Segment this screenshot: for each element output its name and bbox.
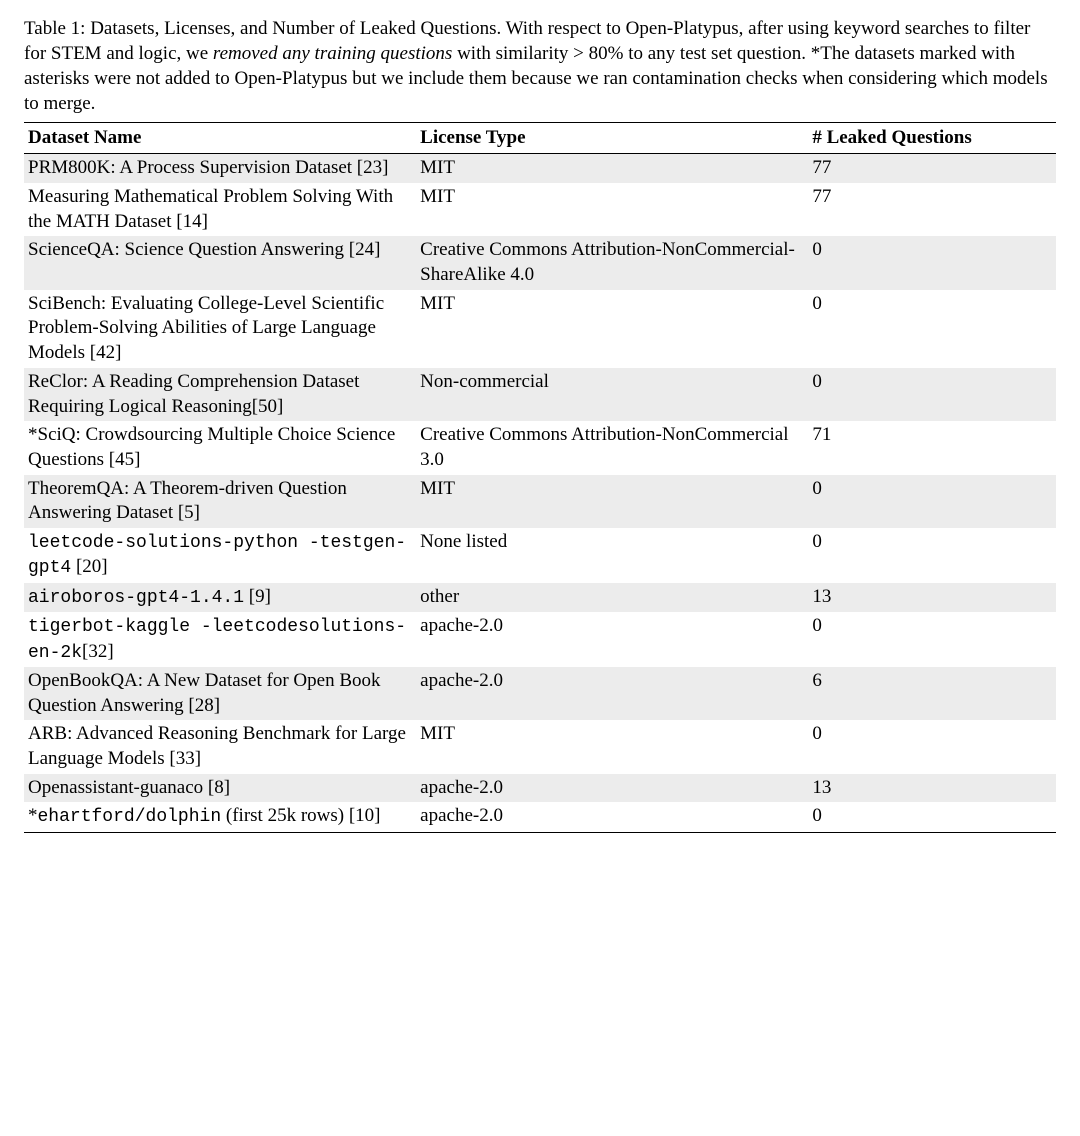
table-row: *SciQ: Crowdsourcing Multiple Choice Sci… bbox=[24, 421, 1056, 474]
col-header-leaked: # Leaked Questions bbox=[808, 123, 1056, 154]
cell-license: other bbox=[416, 583, 808, 612]
cell-license: Non-commercial bbox=[416, 368, 808, 421]
dataset-name-text: TheoremQA: A Theorem-driven Question Ans… bbox=[28, 478, 347, 524]
table-row: tigerbot-kaggle -leetcodesolutions-en-2k… bbox=[24, 612, 1056, 667]
dataset-name-text: *SciQ: Crowdsourcing Multiple Choice Sci… bbox=[28, 424, 395, 470]
col-header-license: License Type bbox=[416, 123, 808, 154]
dataset-name-text: SciBench: Evaluating College-Level Scien… bbox=[28, 293, 384, 363]
cell-leaked: 0 bbox=[808, 528, 1056, 583]
cell-dataset-name: *ehartford/dolphin (first 25k rows) [10] bbox=[24, 802, 416, 832]
table-row: Measuring Mathematical Problem Solving W… bbox=[24, 183, 1056, 236]
table-row: Openassistant-guanaco [8] apache-2.013 bbox=[24, 774, 1056, 803]
cell-dataset-name: PRM800K: A Process Supervision Dataset [… bbox=[24, 154, 416, 183]
cell-leaked: 6 bbox=[808, 667, 1056, 720]
caption-italic: removed any training questions bbox=[213, 43, 452, 64]
dataset-name-text: Openassistant-guanaco [8] bbox=[28, 777, 230, 798]
cell-license: apache-2.0 bbox=[416, 612, 808, 667]
dataset-name-text: ARB: Advanced Reasoning Benchmark for La… bbox=[28, 723, 406, 769]
cell-leaked: 0 bbox=[808, 368, 1056, 421]
cell-dataset-name: tigerbot-kaggle -leetcodesolutions-en-2k… bbox=[24, 612, 416, 667]
dataset-name-mono: ehartford/dolphin bbox=[38, 807, 222, 827]
col-header-dataset: Dataset Name bbox=[24, 123, 416, 154]
cell-license: Creative Commons Attribution-NonCommerci… bbox=[416, 421, 808, 474]
dataset-name-text: (first 25k rows) [10] bbox=[221, 805, 380, 826]
cell-leaked: 0 bbox=[808, 612, 1056, 667]
cell-leaked: 0 bbox=[808, 475, 1056, 528]
table-row: OpenBookQA: A New Dataset for Open Book … bbox=[24, 667, 1056, 720]
table-row: ReClor: A Reading Comprehension Dataset … bbox=[24, 368, 1056, 421]
cell-dataset-name: TheoremQA: A Theorem-driven Question Ans… bbox=[24, 475, 416, 528]
cell-leaked: 77 bbox=[808, 154, 1056, 183]
cell-dataset-name: SciBench: Evaluating College-Level Scien… bbox=[24, 290, 416, 368]
table-row: TheoremQA: A Theorem-driven Question Ans… bbox=[24, 475, 1056, 528]
cell-license: MIT bbox=[416, 475, 808, 528]
table-row: *ehartford/dolphin (first 25k rows) [10]… bbox=[24, 802, 1056, 832]
cell-leaked: 71 bbox=[808, 421, 1056, 474]
dataset-name-mono: airoboros-gpt4-1.4.1 bbox=[28, 588, 244, 608]
cell-license: None listed bbox=[416, 528, 808, 583]
cell-license: MIT bbox=[416, 183, 808, 236]
cell-dataset-name: Openassistant-guanaco [8] bbox=[24, 774, 416, 803]
dataset-name-text: ReClor: A Reading Comprehension Dataset … bbox=[28, 371, 359, 417]
cell-license: MIT bbox=[416, 154, 808, 183]
cell-license: apache-2.0 bbox=[416, 774, 808, 803]
dataset-name-text: [20] bbox=[71, 556, 107, 577]
table-caption: Table 1: Datasets, Licenses, and Number … bbox=[24, 16, 1056, 116]
table-row: PRM800K: A Process Supervision Dataset [… bbox=[24, 154, 1056, 183]
cell-dataset-name: airoboros-gpt4-1.4.1 [9] bbox=[24, 583, 416, 612]
cell-dataset-name: ReClor: A Reading Comprehension Dataset … bbox=[24, 368, 416, 421]
dataset-name-text: ScienceQA: Science Question Answering [2… bbox=[28, 239, 380, 260]
cell-leaked: 13 bbox=[808, 583, 1056, 612]
table-row: ScienceQA: Science Question Answering [2… bbox=[24, 236, 1056, 289]
cell-leaked: 13 bbox=[808, 774, 1056, 803]
cell-leaked: 0 bbox=[808, 802, 1056, 832]
table-row: ARB: Advanced Reasoning Benchmark for La… bbox=[24, 720, 1056, 773]
dataset-name-text: OpenBookQA: A New Dataset for Open Book … bbox=[28, 670, 381, 716]
cell-leaked: 77 bbox=[808, 183, 1056, 236]
cell-license: apache-2.0 bbox=[416, 667, 808, 720]
table-body: PRM800K: A Process Supervision Dataset [… bbox=[24, 154, 1056, 832]
cell-license: apache-2.0 bbox=[416, 802, 808, 832]
dataset-name-text: PRM800K: A Process Supervision Dataset [… bbox=[28, 157, 388, 178]
table-header-row: Dataset Name License Type # Leaked Quest… bbox=[24, 123, 1056, 154]
cell-leaked: 0 bbox=[808, 720, 1056, 773]
dataset-name-text: Measuring Mathematical Problem Solving W… bbox=[28, 186, 393, 232]
cell-dataset-name: Measuring Mathematical Problem Solving W… bbox=[24, 183, 416, 236]
cell-dataset-name: OpenBookQA: A New Dataset for Open Book … bbox=[24, 667, 416, 720]
cell-dataset-name: leetcode-solutions-python -testgen-gpt4 … bbox=[24, 528, 416, 583]
dataset-name-text: * bbox=[28, 805, 38, 826]
table-row: airoboros-gpt4-1.4.1 [9]other13 bbox=[24, 583, 1056, 612]
cell-dataset-name: ARB: Advanced Reasoning Benchmark for La… bbox=[24, 720, 416, 773]
dataset-name-text: [9] bbox=[244, 586, 271, 607]
cell-leaked: 0 bbox=[808, 290, 1056, 368]
cell-dataset-name: ScienceQA: Science Question Answering [2… bbox=[24, 236, 416, 289]
cell-license: MIT bbox=[416, 720, 808, 773]
cell-leaked: 0 bbox=[808, 236, 1056, 289]
table-row: SciBench: Evaluating College-Level Scien… bbox=[24, 290, 1056, 368]
cell-license: MIT bbox=[416, 290, 808, 368]
dataset-name-text: [32] bbox=[82, 641, 114, 662]
cell-dataset-name: *SciQ: Crowdsourcing Multiple Choice Sci… bbox=[24, 421, 416, 474]
table-row: leetcode-solutions-python -testgen-gpt4 … bbox=[24, 528, 1056, 583]
datasets-table: Dataset Name License Type # Leaked Quest… bbox=[24, 122, 1056, 832]
cell-license: Creative Commons Attribution-NonCommerci… bbox=[416, 236, 808, 289]
